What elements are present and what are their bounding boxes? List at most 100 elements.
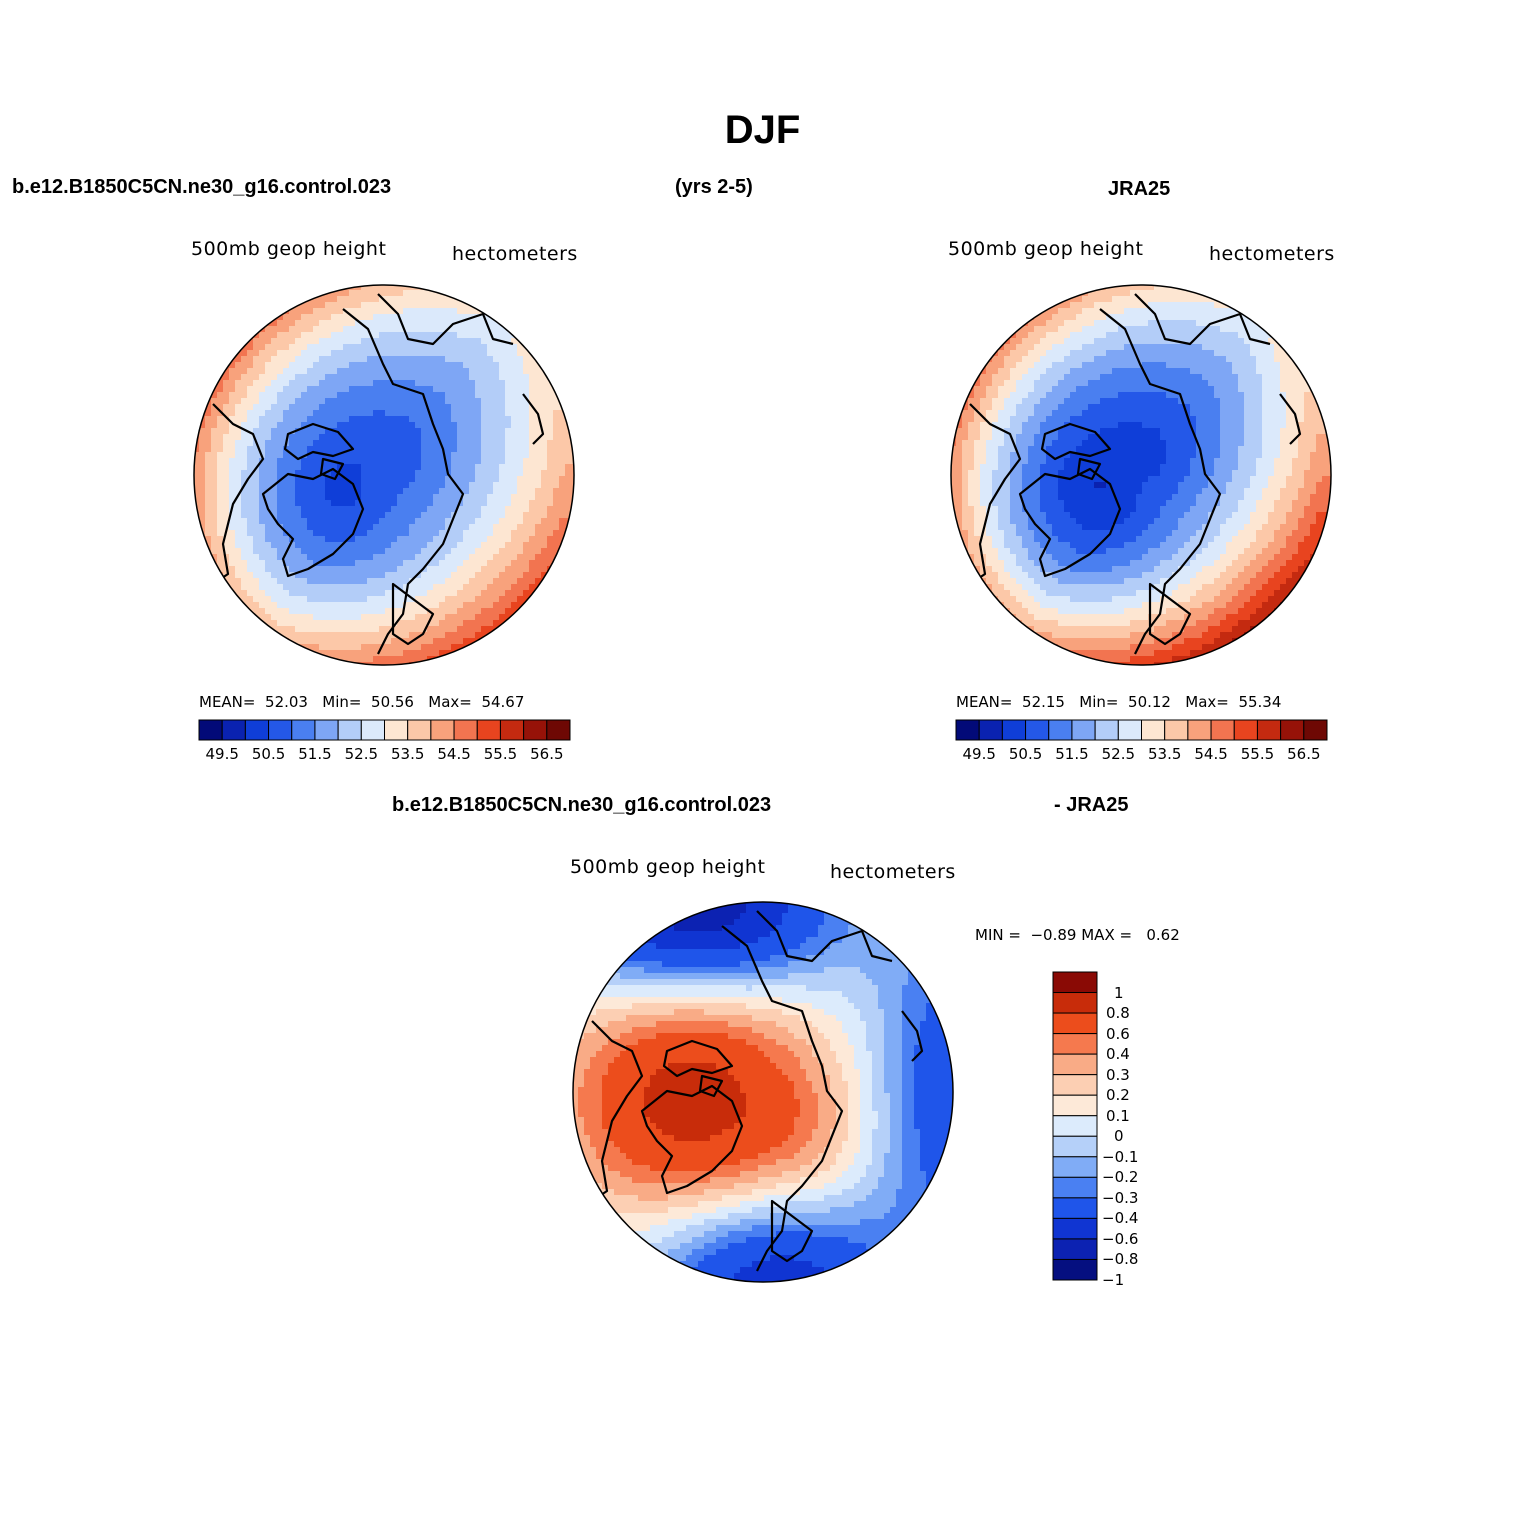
- field-cell: [481, 602, 488, 609]
- field-cell: [361, 350, 368, 357]
- field-cell: [415, 518, 422, 525]
- field-cell: [493, 608, 500, 615]
- field-cell: [1040, 428, 1047, 435]
- field-cell: [1202, 380, 1209, 387]
- field-cell: [1046, 422, 1053, 429]
- field-cell: [1190, 392, 1197, 399]
- field-cell: [397, 524, 404, 531]
- field-cell: [379, 350, 386, 357]
- field-cell: [481, 302, 488, 309]
- field-cell: [463, 536, 470, 543]
- field-cell: [337, 566, 344, 573]
- field-cell: [349, 440, 356, 447]
- field-cell: [295, 608, 302, 615]
- field-cell: [1292, 398, 1299, 405]
- field-cell: [259, 554, 266, 561]
- field-cell: [986, 422, 993, 429]
- field-cell: [439, 302, 446, 309]
- field-cell: [439, 422, 446, 429]
- field-cell: [367, 650, 374, 657]
- field-cell: [457, 332, 464, 339]
- field-cell: [295, 524, 302, 531]
- field-cell: [247, 392, 254, 399]
- field-cell: [247, 554, 254, 561]
- field-cell: [301, 578, 308, 585]
- field-cell: [253, 320, 260, 327]
- field-cell: [289, 446, 296, 453]
- field-cell: [325, 326, 332, 333]
- field-cell: [475, 470, 482, 477]
- field-cell: [998, 428, 1005, 435]
- field-cell: [289, 494, 296, 501]
- field-cell: [331, 290, 338, 297]
- field-cell: [559, 476, 566, 483]
- field-cell: [1136, 314, 1143, 321]
- field-cell: [499, 386, 506, 393]
- field-cell: [1262, 320, 1269, 327]
- field-cell: [1232, 410, 1239, 417]
- field-cell: [1154, 344, 1161, 351]
- field-cell: [373, 602, 380, 609]
- field-cell: [337, 290, 344, 297]
- field-cell: [403, 368, 410, 375]
- field-cell: [397, 650, 404, 657]
- field-cell: [247, 614, 254, 621]
- field-cell: [259, 380, 266, 387]
- field-cell: [475, 482, 482, 489]
- field-cell: [475, 302, 482, 309]
- field-cell: [1256, 368, 1263, 375]
- field-cell: [379, 302, 386, 309]
- field-cell: [223, 494, 230, 501]
- field-cell: [373, 560, 380, 567]
- field-cell: [1112, 320, 1119, 327]
- field-cell: [313, 428, 320, 435]
- field-cell: [403, 446, 410, 453]
- field-cell: [493, 344, 500, 351]
- field-cell: [463, 608, 470, 615]
- field-cell: [235, 506, 242, 513]
- field-cell: [385, 548, 392, 555]
- field-cell: [319, 602, 326, 609]
- field-cell: [1292, 422, 1299, 429]
- field-cell: [980, 368, 987, 375]
- field-cell: [445, 338, 452, 345]
- field-cell: [307, 308, 314, 315]
- field-cell: [439, 614, 446, 621]
- field-cell: [355, 578, 362, 585]
- field-cell: [433, 578, 440, 585]
- field-cell: [1214, 368, 1221, 375]
- field-cell: [481, 410, 488, 417]
- field-cell: [1076, 320, 1083, 327]
- field-cell: [349, 464, 356, 471]
- field-cell: [403, 464, 410, 471]
- field-cell: [301, 620, 308, 627]
- field-cell: [1244, 392, 1251, 399]
- field-cell: [355, 428, 362, 435]
- field-cell: [1304, 410, 1311, 417]
- field-cell: [463, 392, 470, 399]
- field-cell: [1172, 416, 1179, 423]
- field-cell: [1136, 380, 1143, 387]
- field-cell: [1226, 380, 1233, 387]
- field-cell: [1268, 434, 1275, 441]
- field-cell: [415, 410, 422, 417]
- field-cell: [439, 428, 446, 435]
- field-cell: [457, 572, 464, 579]
- field-cell: [379, 464, 386, 471]
- field-cell: [1070, 410, 1077, 417]
- field-cell: [1112, 446, 1119, 453]
- field-cell: [1112, 434, 1119, 441]
- field-cell: [217, 362, 224, 369]
- field-cell: [283, 458, 290, 465]
- field-cell: [301, 518, 308, 525]
- field-cell: [421, 416, 428, 423]
- field-cell: [445, 398, 452, 405]
- field-cell: [1190, 320, 1197, 327]
- field-cell: [337, 416, 344, 423]
- field-cell: [343, 314, 350, 321]
- field-cell: [499, 494, 506, 501]
- field-cell: [1286, 386, 1293, 393]
- field-cell: [1298, 446, 1305, 453]
- field-cell: [493, 584, 500, 591]
- field-cell: [217, 554, 224, 561]
